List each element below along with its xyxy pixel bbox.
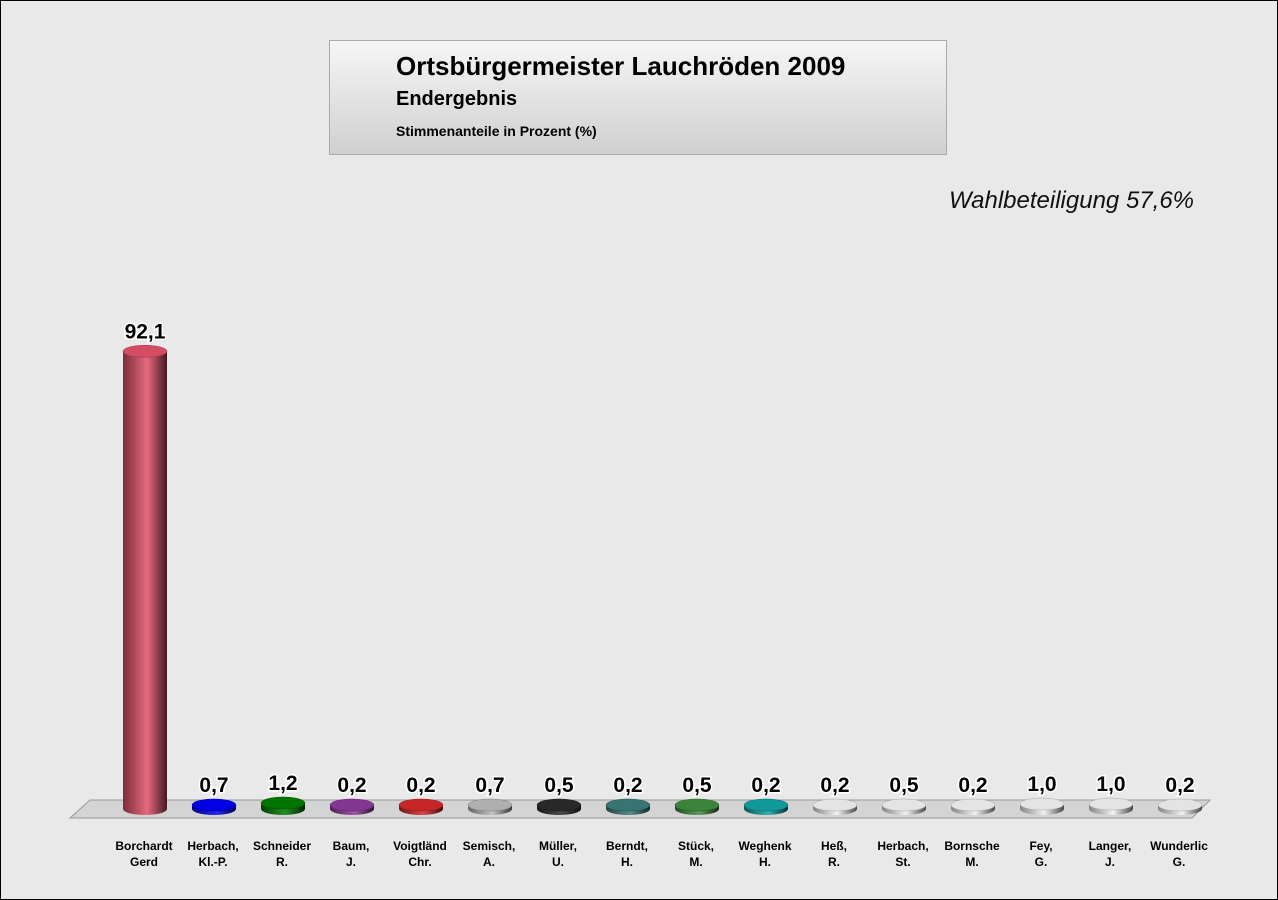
value-label: 0,2 [406,774,435,797]
bar-7 [605,798,651,815]
bar-8 [674,798,720,815]
bar-top [1088,797,1134,811]
bar-body [123,351,167,809]
category-label: Fey, [1029,839,1052,853]
bar-top [881,798,927,812]
bar-top [743,798,789,812]
bar-top [1019,797,1065,811]
bar-top [122,345,168,358]
bar-12 [950,798,996,815]
value-label: 0,2 [751,774,780,797]
value-label: 0,2 [337,774,366,797]
category-label: Semisch, [463,839,516,853]
bar-5 [467,798,513,815]
bar-0 [122,345,168,815]
value-label: 0,7 [475,774,504,797]
value-label: 0,2 [613,774,642,797]
category-label: Müller, [539,839,577,853]
category-label: Stück, [678,839,714,853]
category-label: G. [1173,855,1186,869]
bar-top [191,798,237,812]
category-label: H. [621,855,633,869]
bar-top [1157,798,1203,812]
bar-top [605,798,651,812]
category-label: Berndt, [606,839,648,853]
category-label: Weghenk [738,839,791,853]
value-label: 0,5 [889,774,919,797]
value-label: 0,2 [1165,774,1194,797]
bar-6 [536,798,582,815]
value-label: 92,1 [125,320,166,343]
bar-11 [881,798,927,815]
bar-13 [1019,797,1065,815]
value-label: 0,2 [958,774,987,797]
chart-caption: Stimmenanteile in Prozent (%) [396,123,597,139]
value-label: 0,2 [820,774,849,797]
category-label: Langer, [1089,839,1132,853]
category-label: Chr. [408,855,431,869]
category-label: G. [1035,855,1048,869]
category-label: M. [689,855,702,869]
category-label: Bornsche [944,839,1000,853]
category-label: Baum, [333,839,370,853]
category-label: Herbach, [187,839,238,853]
bar-top [536,798,582,812]
bar-top [260,796,306,810]
bar-top [398,798,444,812]
title-box: Ortsbürgermeister Lauchröden 2009 Enderg… [329,40,947,155]
category-label: Voigtländ [393,839,447,853]
category-label: Wunderlic [1150,839,1208,853]
category-label: St. [895,855,910,869]
category-label: Heß, [821,839,847,853]
bar-2 [260,796,306,815]
value-label: 0,5 [544,774,574,797]
bar-15 [1157,798,1203,815]
bar-top [329,798,375,812]
value-label: 1,0 [1027,773,1056,796]
value-label: 1,0 [1096,773,1125,796]
value-label: 1,2 [268,772,297,795]
bar-top [467,798,513,812]
bar-top [812,798,858,812]
category-label: Gerd [130,855,158,869]
category-label: A. [483,855,495,869]
category-label: Borchardt [115,839,172,853]
bar-top [674,798,720,812]
chart-title: Ortsbürgermeister Lauchröden 2009 [396,51,846,81]
bar-1 [191,798,237,815]
value-label: 0,7 [199,774,228,797]
category-label: Schneider [253,839,311,853]
bar-9 [743,798,789,815]
chart-subtitle: Endergebnis [396,88,518,110]
value-label: 0,5 [682,774,712,797]
category-label: R. [276,855,288,869]
category-label: J. [1105,855,1115,869]
bar-4 [398,798,444,815]
category-label: R. [828,855,840,869]
category-label: M. [965,855,978,869]
category-label: U. [552,855,564,869]
category-label: J. [346,855,356,869]
bar-10 [812,798,858,815]
category-label: H. [759,855,771,869]
bar-top [950,798,996,812]
category-label: Kl.-P. [198,855,227,869]
category-label: Herbach, [877,839,928,853]
bar-3 [329,798,375,815]
bar-14 [1088,797,1134,815]
turnout-label: Wahlbeteiligung 57,6% [948,187,1194,214]
